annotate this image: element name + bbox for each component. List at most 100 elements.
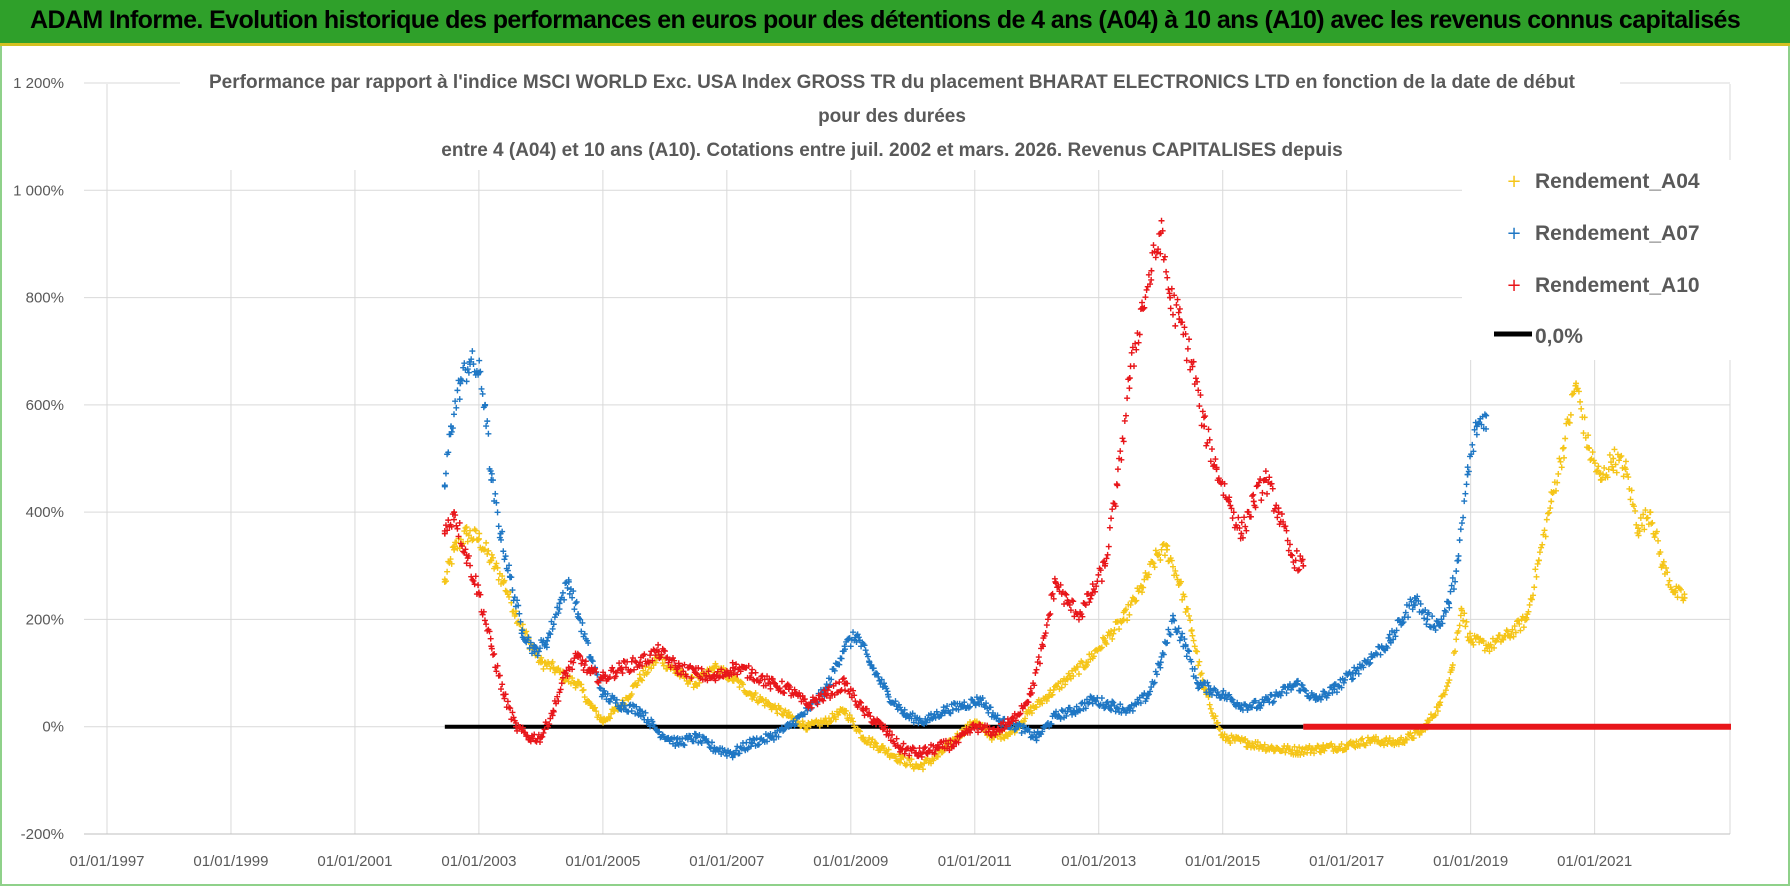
legend-label-a10: Rendement_A10 xyxy=(1535,274,1700,297)
data-point xyxy=(994,725,1001,732)
data-point xyxy=(1152,668,1159,675)
data-point-anchor xyxy=(1089,589,1096,596)
data-point-anchor xyxy=(1300,562,1307,569)
y-tick-label: 200% xyxy=(26,611,64,628)
data-point xyxy=(1158,546,1165,553)
data-point xyxy=(1617,454,1624,461)
data-point xyxy=(1124,617,1131,624)
data-point xyxy=(566,590,573,597)
data-point xyxy=(561,596,568,603)
data-point xyxy=(1528,596,1535,603)
data-point xyxy=(1186,336,1193,343)
data-point xyxy=(588,657,595,664)
data-point xyxy=(864,653,871,660)
data-point-anchor xyxy=(711,675,718,682)
data-point xyxy=(1147,281,1154,288)
data-point xyxy=(1165,626,1172,633)
data-point xyxy=(555,665,562,672)
x-tick-label: 01/01/2003 xyxy=(441,853,516,870)
data-point xyxy=(1086,599,1093,606)
data-point xyxy=(558,680,565,687)
data-point xyxy=(495,523,502,530)
data-point xyxy=(550,621,557,628)
data-point xyxy=(1651,534,1658,541)
data-point xyxy=(489,651,496,658)
data-point xyxy=(655,641,662,648)
data-point xyxy=(488,551,495,558)
data-point-anchor xyxy=(441,482,448,489)
data-point xyxy=(1594,467,1601,474)
data-point xyxy=(1405,614,1412,621)
data-point xyxy=(1516,620,1523,627)
data-point xyxy=(906,752,913,759)
data-point xyxy=(1022,715,1029,722)
data-point-anchor xyxy=(637,675,644,682)
data-point xyxy=(475,536,482,543)
data-point xyxy=(1195,662,1202,669)
data-point-anchor xyxy=(1170,616,1177,623)
data-point xyxy=(1173,572,1180,579)
data-point xyxy=(1610,467,1617,474)
data-point xyxy=(1471,426,1478,433)
data-point xyxy=(799,692,806,699)
data-point xyxy=(1184,647,1191,654)
data-point xyxy=(637,676,644,683)
data-point-anchor xyxy=(1458,605,1465,612)
data-point xyxy=(1074,664,1081,671)
data-point xyxy=(1208,446,1215,453)
data-point xyxy=(1161,253,1168,260)
data-point xyxy=(1402,736,1409,743)
data-point xyxy=(796,689,803,696)
data-point-anchor xyxy=(1331,686,1338,693)
data-point xyxy=(1039,728,1046,735)
data-point xyxy=(945,740,952,747)
data-point xyxy=(501,556,508,563)
data-point-anchor xyxy=(1418,729,1425,736)
data-point xyxy=(1591,460,1598,467)
data-point xyxy=(714,668,721,675)
data-point xyxy=(858,699,865,706)
data-point-anchor xyxy=(1263,476,1270,483)
data-point xyxy=(1245,509,1252,516)
data-point-anchor xyxy=(1573,380,1580,387)
data-point xyxy=(828,718,835,725)
data-point xyxy=(885,732,892,739)
x-tick-label: 01/01/2011 xyxy=(938,853,1012,870)
data-point xyxy=(902,762,909,769)
data-point xyxy=(770,679,777,686)
data-point xyxy=(1338,741,1345,748)
data-point xyxy=(850,718,857,725)
data-point xyxy=(498,536,505,543)
data-point xyxy=(1618,452,1625,459)
data-point xyxy=(776,685,783,692)
data-point-anchor xyxy=(1027,707,1034,714)
data-point-anchor xyxy=(1464,471,1471,478)
data-point xyxy=(1657,549,1664,556)
data-point xyxy=(734,671,741,678)
data-point xyxy=(1547,505,1554,512)
data-point xyxy=(853,639,860,646)
data-point xyxy=(649,718,656,725)
data-point xyxy=(1452,648,1459,655)
data-point xyxy=(829,710,836,717)
data-point-anchor xyxy=(488,643,495,650)
data-point-anchor xyxy=(457,380,464,387)
data-point-anchor xyxy=(550,664,557,671)
data-point xyxy=(901,706,908,713)
data-point xyxy=(502,587,509,594)
data-point-anchor xyxy=(1659,562,1666,569)
data-point-anchor xyxy=(866,659,873,666)
data-point xyxy=(1020,722,1027,729)
data-point xyxy=(481,617,488,624)
data-point xyxy=(509,709,516,716)
data-point xyxy=(1628,487,1635,494)
data-point xyxy=(757,677,764,684)
data-point-anchor xyxy=(1399,616,1406,623)
data-point-anchor xyxy=(1560,444,1567,451)
data-point xyxy=(856,698,863,705)
data-point-anchor xyxy=(940,707,947,714)
data-point xyxy=(1073,703,1080,710)
data-point xyxy=(777,705,784,712)
data-point xyxy=(856,728,863,735)
data-point xyxy=(469,576,476,583)
